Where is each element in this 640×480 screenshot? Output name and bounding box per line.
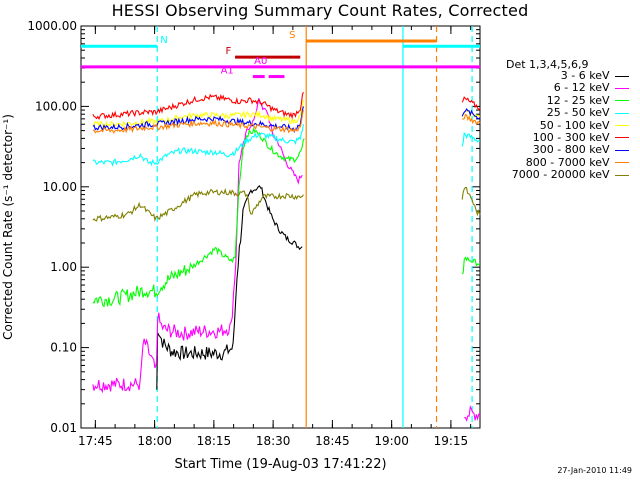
y-tick-label: 1000.00 (27, 19, 77, 33)
legend-entry: 12 - 25 keV (512, 93, 629, 107)
series-line (461, 187, 481, 217)
legend-label: 12 - 25 keV (546, 93, 613, 107)
legend-entry: 100 - 300 keV (512, 130, 629, 144)
legend-label: 3 - 6 keV (560, 69, 613, 82)
legend-entry: 7000 - 20000 keV (511, 168, 629, 182)
legend-label: 7000 - 20000 keV (511, 168, 613, 182)
flag-label: A1 (221, 66, 234, 77)
y-tick-label: 1.00 (50, 260, 77, 274)
series-line (92, 126, 305, 308)
legend-label: 6 - 12 keV (553, 81, 613, 95)
legend-swatch (615, 75, 629, 77)
series-line (462, 113, 481, 126)
flag-label: F (225, 46, 231, 57)
series-line (461, 256, 481, 275)
series-line (92, 187, 304, 223)
footer-timestamp: 27-Jan-2010 11:49 (557, 466, 632, 475)
series-line (92, 109, 304, 134)
series-line (92, 106, 304, 134)
series-line (92, 98, 303, 394)
series-line (92, 124, 304, 167)
flag-label: S (289, 30, 295, 41)
legend-swatch (615, 174, 629, 176)
legend-entry: 3 - 6 keV (512, 69, 629, 82)
legend-swatch (615, 112, 629, 114)
legend-entry: 50 - 100 keV (512, 118, 629, 132)
x-tick-label: 19:15 (434, 434, 469, 448)
legend-swatch (615, 162, 629, 164)
x-tick-label: 17:45 (78, 434, 113, 448)
legend-swatch (615, 125, 629, 127)
y-tick-label: 10.00 (43, 180, 77, 194)
legend: 3 - 6 keV 6 - 12 keV 12 - 25 keV 25 - 50… (511, 69, 629, 182)
y-tick-label: 0.01 (50, 421, 77, 435)
y-axis-label: Corrected Count Rate (s⁻¹ detector⁻¹) (1, 114, 15, 340)
series-line (461, 107, 481, 120)
series-line (464, 405, 481, 422)
legend-label: 100 - 300 keV (532, 130, 613, 144)
series-line (156, 185, 303, 390)
legend-entry: 6 - 12 keV (512, 82, 629, 94)
x-tick-label: 19:00 (374, 434, 409, 448)
x-tick-label: 18:15 (197, 434, 232, 448)
series-line (92, 99, 304, 130)
legend-entry: 300 - 800 keV (512, 144, 629, 156)
flag-label: N (160, 35, 167, 46)
y-tick-label: 100.00 (35, 99, 77, 113)
plot-frame (80, 25, 481, 429)
legend-swatch (615, 100, 629, 102)
legend-swatch (615, 149, 629, 151)
flag-label: A0 (254, 56, 267, 67)
legend-label: 25 - 50 keV (546, 106, 613, 120)
legend-label: 800 - 7000 keV (525, 155, 613, 169)
legend-entry: 25 - 50 keV (512, 106, 629, 120)
legend-entry: 800 - 7000 keV (512, 155, 629, 169)
series-line (461, 131, 481, 147)
series-line (92, 92, 304, 121)
x-tick-label: 18:45 (315, 434, 350, 448)
x-axis-label: Start Time (19-Aug-03 17:41:22) (174, 457, 386, 472)
legend-label: 300 - 800 keV (532, 143, 613, 157)
y-tick-label: 0.10 (50, 341, 77, 355)
legend-label: 50 - 100 keV (539, 118, 613, 132)
legend-title: Det 1,3,4,5,6,9 (506, 58, 589, 71)
x-tick-label: 18:00 (137, 434, 172, 448)
chart-title: HESSI Observing Summary Count Rates, Cor… (111, 1, 529, 20)
legend-swatch (615, 87, 629, 89)
x-tick-label: 18:30 (256, 434, 291, 448)
legend-swatch (615, 137, 629, 139)
series-line (461, 96, 481, 111)
